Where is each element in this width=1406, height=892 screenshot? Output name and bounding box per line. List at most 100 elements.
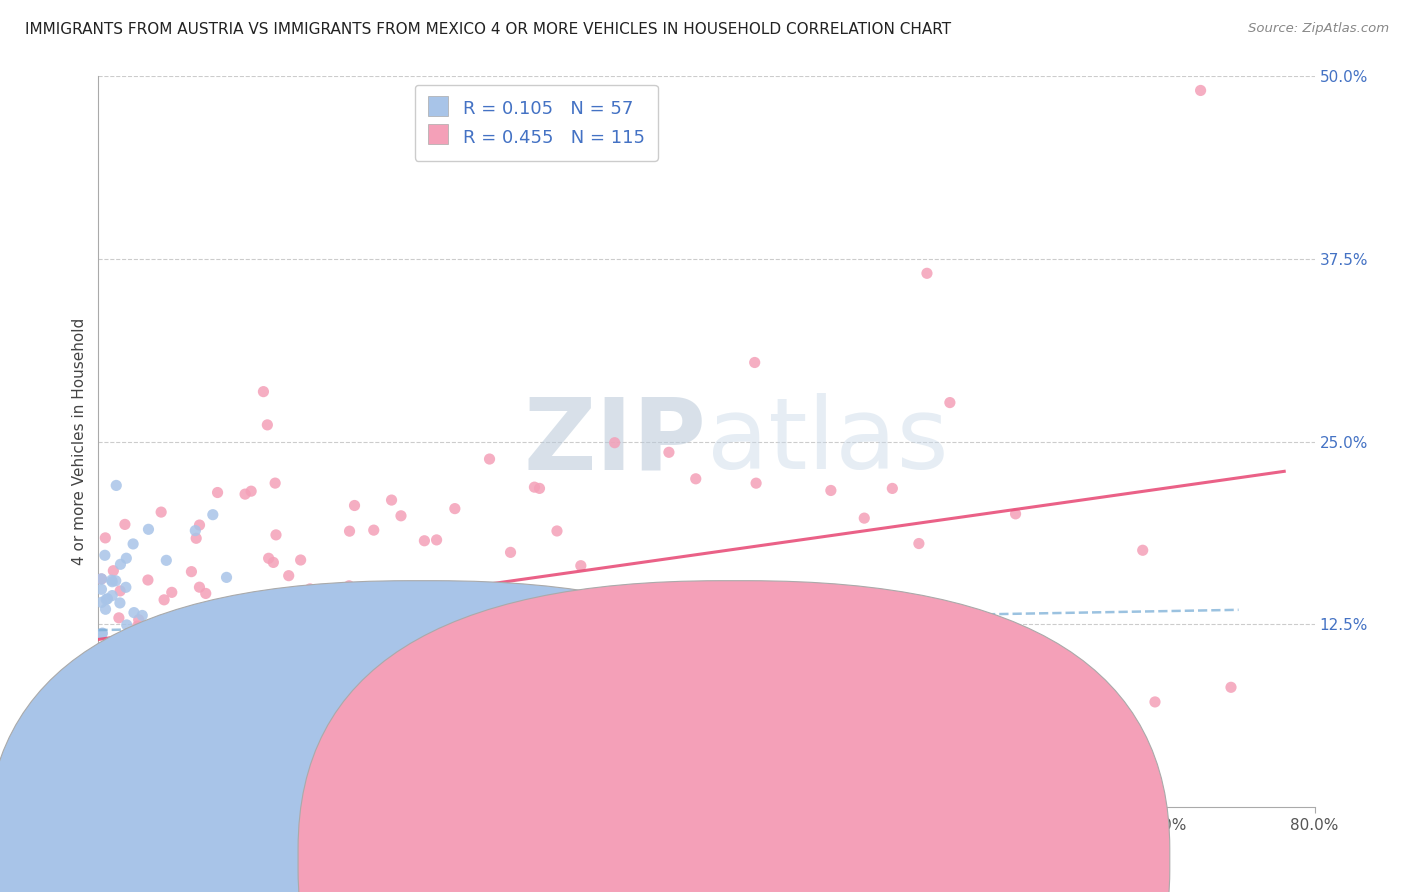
Point	[190, 679, 212, 693]
Point	[114, 517, 136, 532]
Point	[305, 619, 328, 633]
Point	[159, 681, 181, 695]
Point	[221, 679, 243, 693]
Point	[90, 749, 112, 764]
Point	[94, 549, 117, 563]
Point	[94, 710, 117, 724]
Point	[150, 505, 173, 519]
Point	[264, 476, 287, 491]
Point	[238, 764, 260, 778]
Point	[94, 709, 117, 723]
Point	[188, 580, 211, 594]
Point	[105, 759, 128, 773]
Point	[101, 589, 124, 603]
Point	[103, 564, 125, 578]
Point	[215, 570, 238, 584]
Point	[214, 696, 236, 710]
Point	[173, 691, 195, 706]
Point	[122, 630, 145, 644]
Point	[744, 355, 766, 369]
Point	[569, 558, 592, 573]
Point	[269, 747, 291, 761]
Point	[252, 698, 274, 712]
Point	[1189, 83, 1212, 97]
Point	[1004, 507, 1026, 521]
Point	[236, 645, 259, 659]
Point	[558, 619, 581, 633]
Point	[402, 687, 425, 701]
Point	[298, 582, 321, 596]
Point	[122, 537, 145, 551]
Point	[339, 524, 361, 538]
Point	[128, 613, 150, 627]
Point	[115, 551, 138, 566]
Point	[252, 384, 274, 399]
Point	[146, 650, 169, 665]
Point	[239, 648, 262, 663]
Point	[1053, 681, 1076, 695]
Point	[219, 610, 242, 624]
Point	[444, 501, 467, 516]
Text: Source: ZipAtlas.com: Source: ZipAtlas.com	[1249, 22, 1389, 36]
Point	[696, 705, 718, 719]
Point	[93, 665, 115, 679]
Point	[735, 647, 758, 661]
Point	[90, 666, 112, 681]
Point	[93, 640, 115, 655]
Point	[96, 592, 118, 607]
Point	[853, 511, 876, 525]
Point	[363, 523, 385, 537]
Point	[160, 585, 183, 599]
Point	[745, 476, 768, 491]
Point	[245, 645, 267, 659]
Point	[201, 508, 224, 522]
Point	[90, 582, 112, 597]
Point	[208, 629, 231, 643]
Point	[256, 648, 278, 662]
Point	[138, 522, 160, 536]
Point	[121, 656, 143, 670]
Point	[257, 737, 280, 751]
Text: ZIP: ZIP	[523, 393, 707, 490]
Point	[200, 658, 222, 673]
Point	[194, 586, 217, 600]
Point	[184, 524, 207, 538]
Point	[153, 592, 176, 607]
Point	[218, 643, 240, 657]
Legend: R = 0.105   N = 57, R = 0.455   N = 115: R = 0.105 N = 57, R = 0.455 N = 115	[415, 85, 658, 161]
Point	[262, 556, 284, 570]
Point	[499, 545, 522, 559]
Point	[94, 531, 117, 545]
Point	[398, 651, 420, 665]
Point	[380, 493, 402, 508]
Point	[250, 593, 273, 607]
Point	[529, 482, 551, 496]
Point	[212, 701, 235, 715]
Point	[546, 524, 568, 538]
Point	[96, 687, 118, 701]
Point	[127, 619, 149, 633]
Point	[150, 613, 173, 627]
Point	[333, 607, 356, 621]
Point	[277, 653, 299, 667]
Point	[90, 679, 112, 693]
Point	[186, 531, 208, 545]
Point	[112, 711, 135, 725]
Point	[90, 572, 112, 586]
Point	[131, 631, 153, 645]
Point	[124, 632, 146, 646]
Point	[915, 266, 938, 280]
Point	[101, 574, 124, 589]
Point	[290, 553, 312, 567]
Point	[458, 771, 481, 785]
Point	[115, 580, 138, 594]
Point	[155, 553, 177, 567]
Point	[108, 596, 131, 610]
Point	[478, 452, 501, 467]
Point	[291, 595, 314, 609]
Point	[495, 590, 517, 604]
Point	[107, 658, 129, 673]
Point	[591, 597, 613, 611]
Point	[103, 672, 125, 686]
Point	[1143, 695, 1166, 709]
